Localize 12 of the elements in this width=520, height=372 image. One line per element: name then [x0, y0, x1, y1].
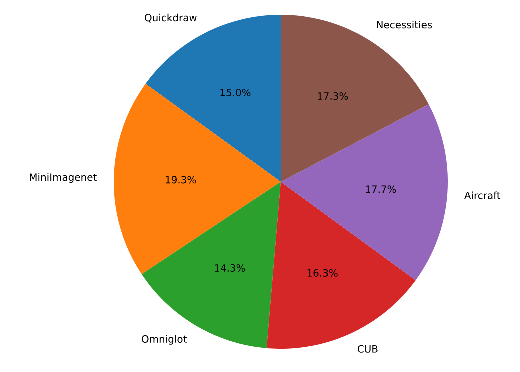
- data-label: 17.7%: [366, 186, 396, 194]
- slice-label: Omniglot: [142, 335, 187, 345]
- slice-label: Quickdraw: [145, 14, 197, 23]
- data-label: 17.3%: [318, 92, 348, 100]
- slice-label: CUB: [358, 345, 378, 353]
- data-label: 14.3%: [215, 264, 246, 272]
- data-label: 19.3%: [166, 176, 196, 184]
- data-label: 16.3%: [308, 269, 338, 277]
- slice-label: MiniImagenet: [30, 173, 97, 184]
- slice-label: Necessities: [377, 20, 432, 29]
- data-label: 15.0%: [220, 88, 251, 97]
- slice-label: Aircraft: [464, 192, 501, 200]
